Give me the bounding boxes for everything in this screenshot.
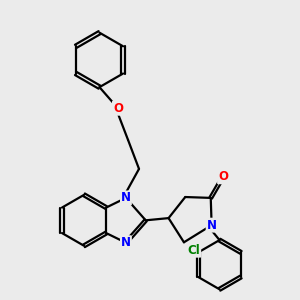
- Text: N: N: [121, 236, 131, 249]
- Text: N: N: [121, 191, 131, 204]
- Text: O: O: [218, 170, 228, 183]
- Text: Cl: Cl: [188, 244, 200, 257]
- Text: O: O: [113, 102, 123, 115]
- Text: N: N: [207, 219, 217, 232]
